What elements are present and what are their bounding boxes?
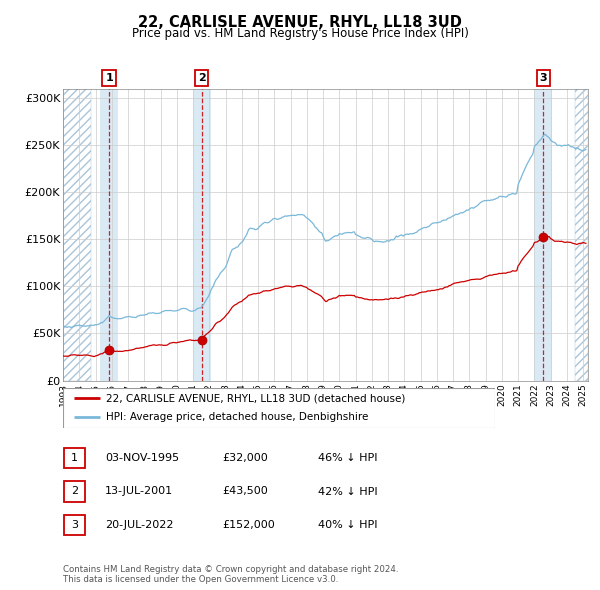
FancyBboxPatch shape (63, 388, 495, 428)
Bar (535, 88, 552, 381)
Text: 40% ↓ HPI: 40% ↓ HPI (318, 520, 377, 530)
Bar (63, 88, 91, 381)
Text: 20-JUL-2022: 20-JUL-2022 (105, 520, 173, 530)
Bar (575, 88, 588, 381)
Text: 22, CARLISLE AVENUE, RHYL, LL18 3UD (detached house): 22, CARLISLE AVENUE, RHYL, LL18 3UD (det… (106, 394, 406, 404)
Text: 1: 1 (105, 73, 113, 83)
Text: 3: 3 (71, 520, 78, 530)
Text: 03-NOV-1995: 03-NOV-1995 (105, 453, 179, 463)
Text: £43,500: £43,500 (222, 487, 268, 496)
Bar (193, 88, 211, 381)
Text: £152,000: £152,000 (222, 520, 275, 530)
Text: 3: 3 (539, 73, 547, 83)
Text: £32,000: £32,000 (222, 453, 268, 463)
Text: HPI: Average price, detached house, Denbighshire: HPI: Average price, detached house, Denb… (106, 412, 368, 422)
Text: 46% ↓ HPI: 46% ↓ HPI (318, 453, 377, 463)
Text: 13-JUL-2001: 13-JUL-2001 (105, 487, 173, 496)
Text: 2: 2 (71, 487, 78, 496)
Text: 2: 2 (198, 73, 206, 83)
Text: 42% ↓ HPI: 42% ↓ HPI (318, 487, 377, 496)
Text: 1: 1 (71, 453, 78, 463)
Text: Contains HM Land Registry data © Crown copyright and database right 2024.
This d: Contains HM Land Registry data © Crown c… (63, 565, 398, 584)
Bar (100, 88, 118, 381)
Text: 22, CARLISLE AVENUE, RHYL, LL18 3UD: 22, CARLISLE AVENUE, RHYL, LL18 3UD (138, 15, 462, 30)
Text: Price paid vs. HM Land Registry's House Price Index (HPI): Price paid vs. HM Land Registry's House … (131, 27, 469, 40)
